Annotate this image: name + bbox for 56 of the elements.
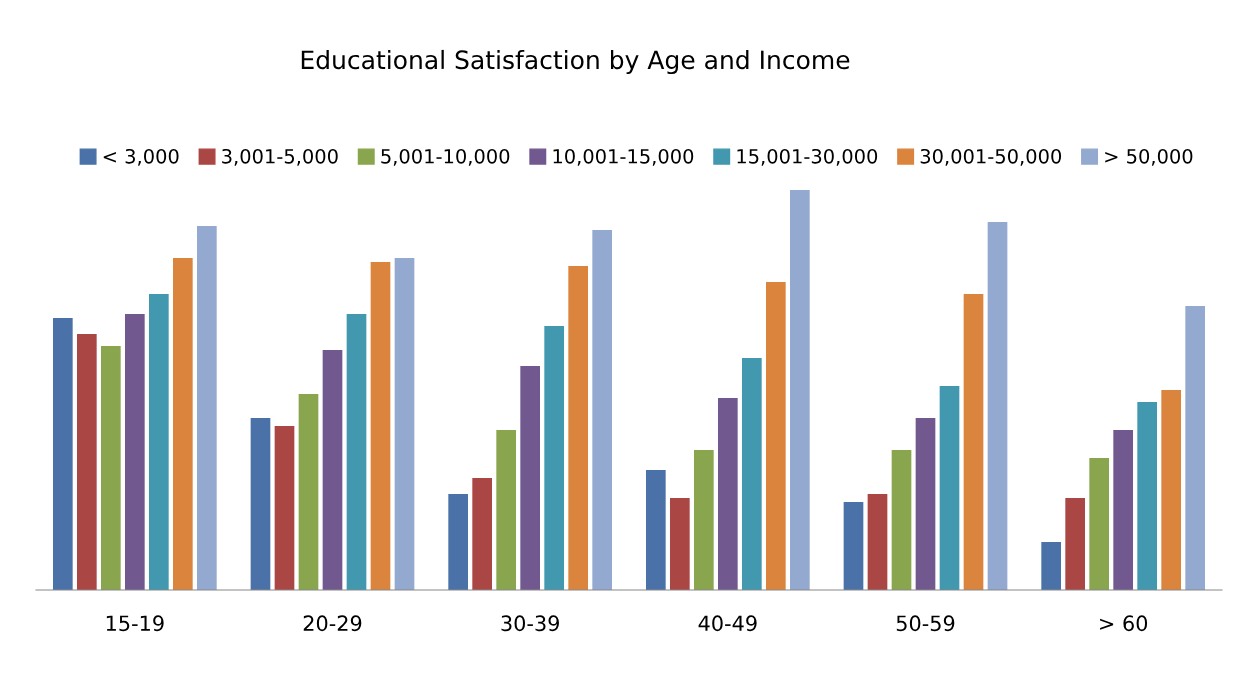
bar xyxy=(322,350,343,590)
legend-label: 3,001-5,000 xyxy=(222,148,338,166)
bar xyxy=(939,386,960,590)
bar xyxy=(717,398,738,590)
bar xyxy=(520,366,541,590)
legend-label: > 50,000 xyxy=(1105,148,1193,166)
bar xyxy=(274,426,295,590)
legend-label: 5,001-10,000 xyxy=(381,148,510,166)
bar xyxy=(1137,402,1158,590)
x-tick-label: > 60 xyxy=(1100,615,1148,632)
legend-label: 15,001-30,000 xyxy=(737,148,878,166)
bar xyxy=(394,258,415,590)
bar xyxy=(1041,542,1061,590)
bar xyxy=(790,190,810,590)
bar xyxy=(843,502,864,590)
bar xyxy=(76,334,97,590)
bar xyxy=(867,494,888,590)
x-tick-label: 30-39 xyxy=(501,615,559,632)
legend-label: < 3,000 xyxy=(103,148,179,166)
bar xyxy=(669,498,690,590)
bar xyxy=(1161,390,1182,590)
bar xyxy=(370,262,391,590)
bar xyxy=(592,230,613,590)
bar xyxy=(963,294,984,590)
bar xyxy=(915,418,936,590)
x-tick-label: 15-19 xyxy=(106,615,164,632)
bar xyxy=(496,430,517,590)
bar xyxy=(250,418,271,590)
bar xyxy=(568,266,589,590)
chart-title: Educational Satisfaction by Age and Income xyxy=(301,49,850,75)
bar xyxy=(52,318,73,590)
bar xyxy=(148,294,169,590)
bar xyxy=(1185,306,1206,590)
bar xyxy=(1065,498,1085,590)
bar xyxy=(544,326,565,590)
bar xyxy=(741,358,762,590)
bar xyxy=(645,470,666,590)
bar xyxy=(693,450,714,590)
bar xyxy=(298,394,319,590)
x-tick-label: 50-59 xyxy=(896,615,955,632)
legend-label: 30,001-50,000 xyxy=(920,148,1062,166)
bar xyxy=(100,346,121,590)
x-tick-label: 20-29 xyxy=(303,615,362,632)
bar xyxy=(766,282,786,590)
bar xyxy=(891,450,912,590)
bar xyxy=(346,314,367,590)
bar xyxy=(472,478,492,590)
bar xyxy=(173,258,193,590)
x-tick-label: 40-49 xyxy=(698,615,757,632)
bar xyxy=(1089,458,1110,590)
bar xyxy=(1113,430,1134,590)
bar xyxy=(197,226,217,590)
bar xyxy=(448,494,468,590)
legend-label: 10,001-15,000 xyxy=(553,148,694,166)
bar xyxy=(124,314,145,590)
bar xyxy=(987,222,1008,590)
